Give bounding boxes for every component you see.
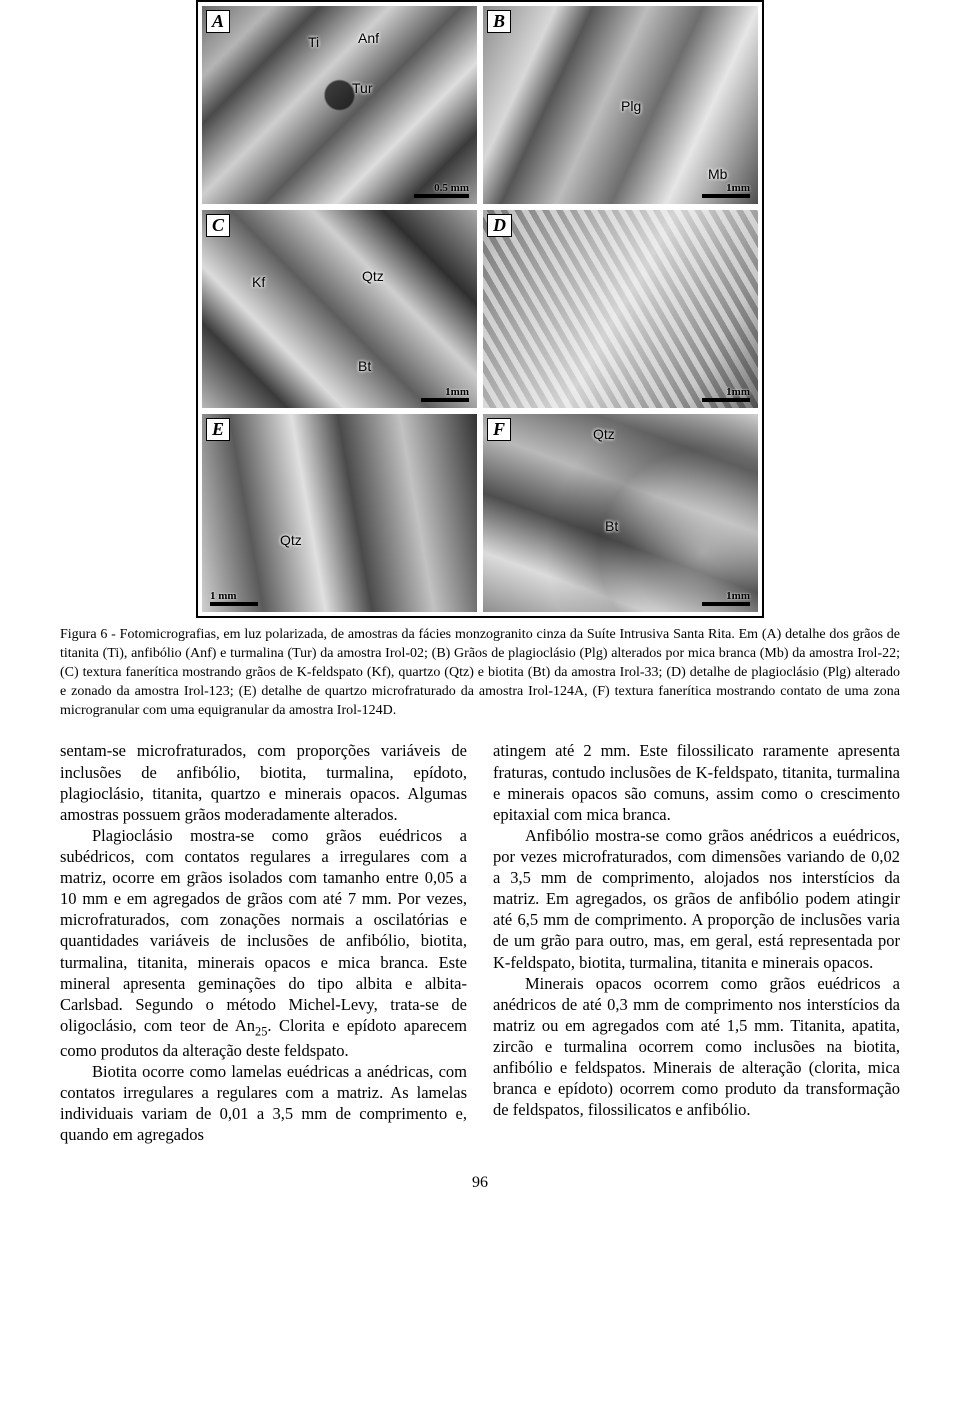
panel-letter: A [206,10,230,33]
scale-bar [421,398,469,402]
paragraph-1: sentam-se microfraturados, com proporçõe… [60,740,467,824]
mineral-label-qtz: Qtz [362,268,384,284]
paragraph-4: atingem até 2 mm. Este filossilicato rar… [493,740,900,824]
mineral-label-kf: Kf [252,274,265,290]
micrograph-texture [202,414,477,612]
mineral-label-mb: Mb [708,166,727,182]
scale-bar [414,194,469,198]
micrograph-texture [483,414,758,612]
micrograph-texture [483,210,758,408]
mineral-label-plg: Plg [621,98,641,114]
paragraph-5: Anfibólio mostra-se como grãos anédricos… [493,825,900,973]
panel-a: A Ti Anf Tur 0.5 mm [202,6,477,204]
mineral-label-bt: Bt [358,358,371,374]
figure-6: ATiAnfTur0.5 mmBPlgMb1mmCKfQtzBt1mmD1mmE… [60,0,900,618]
scale-label: 0.5 mm [434,182,469,194]
panel-d: D 1mm [483,210,758,408]
scale-bar [702,398,750,402]
panel-b: B Plg Mb1mm [483,6,758,204]
panel-f: F Qtz Bt 1mm [483,414,758,612]
mineral-label-anf: Anf [358,30,379,46]
mineral-label-bt: Bt [605,518,618,534]
scale-bar [702,194,750,198]
page-number: 96 [60,1174,900,1192]
panel-letter: E [206,418,230,441]
mineral-label-qtz: Qtz [280,532,302,548]
panel-letter: B [487,10,511,33]
micrograph-texture [202,210,477,408]
panel-c: C Kf Qtz Bt 1mm [202,210,477,408]
body-columns: sentam-se microfraturados, com proporçõe… [60,740,900,1145]
panel-letter: F [487,418,511,441]
p2-subscript: 25 [255,1024,267,1038]
scale-bar [210,602,258,606]
scale-label: 1mm [445,386,469,398]
panel-letter: C [206,214,230,237]
scale-label: 1mm [726,386,750,398]
mineral-label-qtz: Qtz [593,426,615,442]
paragraph-2: Plagioclásio mostra-se como grãos euédri… [60,825,467,1061]
micrograph-texture [202,6,477,204]
figure-grid: ATiAnfTur0.5 mmBPlgMb1mmCKfQtzBt1mmD1mmE… [196,0,764,618]
figure-caption: Figura 6 - Fotomicrografias, em luz pola… [60,626,900,720]
scale-label: 1 mm [210,590,237,602]
paragraph-3: Biotita ocorre como lamelas euédricas a … [60,1061,467,1145]
mineral-label-tur: Tur [352,80,372,96]
mineral-label-ti: Ti [308,34,319,50]
p2-text: Plagioclásio mostra-se como grãos euédri… [60,826,467,1035]
scale-label: 1mm [726,590,750,602]
panel-e: E Qtz 1 mm [202,414,477,612]
scale-bar [702,602,750,606]
scale-label: 1mm [726,182,750,194]
panel-letter: D [487,214,512,237]
page: ATiAnfTur0.5 mmBPlgMb1mmCKfQtzBt1mmD1mmE… [0,0,960,1232]
paragraph-6: Minerais opacos ocorrem como grãos euédr… [493,973,900,1121]
